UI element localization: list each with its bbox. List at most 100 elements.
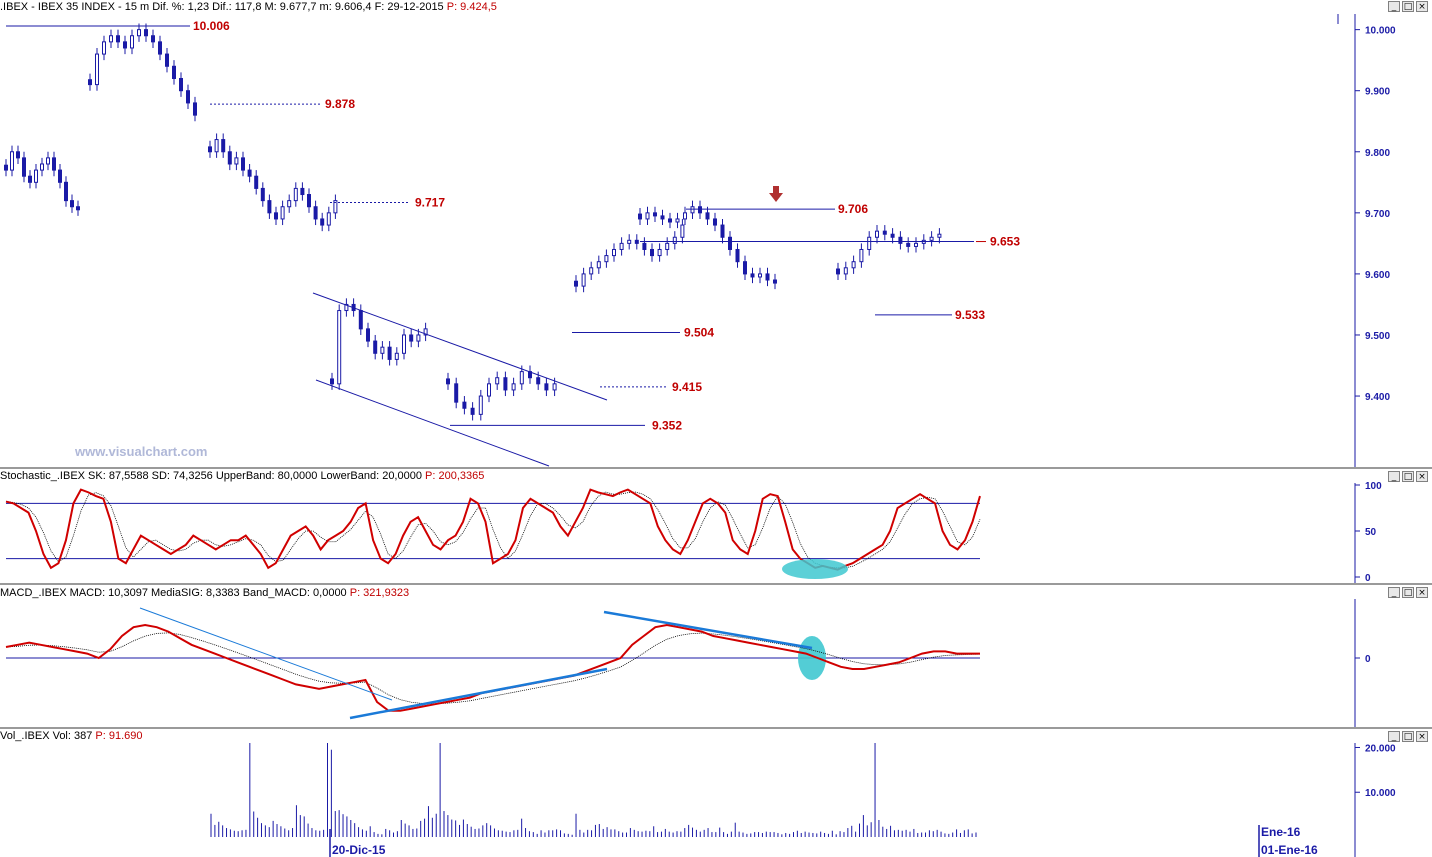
candle-body	[478, 395, 483, 415]
candle-body	[58, 169, 62, 183]
volume-chart[interactable]: 20.000 10.000 20-Dic-15 Ene-16 01-Ene-16	[0, 729, 1432, 857]
candle-body	[109, 35, 113, 43]
minimize-button[interactable]: _	[1388, 1, 1400, 12]
level-label: 9.878	[325, 97, 355, 111]
candle-body	[867, 236, 872, 250]
candle-body	[645, 212, 650, 220]
y-tick-label: 9.900	[1365, 87, 1390, 98]
level-label: 10.006	[193, 19, 230, 33]
level-label: 9.653	[990, 235, 1020, 249]
candle-body	[409, 334, 414, 342]
candle-body	[366, 328, 370, 342]
pane-separator[interactable]	[0, 467, 1432, 469]
level-label: 9.717	[415, 195, 445, 209]
stochastic-header: Stochastic_.IBEX SK: 87,5588 SD: 74,3256…	[0, 469, 485, 483]
candle-body	[660, 215, 665, 220]
candle-body	[158, 41, 162, 55]
stochastic-header-text: Stochastic_.IBEX SK: 87,5588 SD: 74,3256…	[0, 470, 426, 482]
x-tick-label: 20-Dic-15	[332, 843, 386, 857]
candle-body	[487, 383, 491, 397]
close-button[interactable]: ×	[1416, 1, 1428, 12]
candle-body	[657, 248, 662, 257]
trendline-support	[349, 667, 608, 720]
y-tick-label: 9.500	[1365, 331, 1390, 342]
candle-body	[604, 255, 609, 263]
y-tick-label: 10.000	[1365, 26, 1396, 37]
candle-body	[34, 169, 38, 183]
volume-pane: Vol_.IBEX Vol: 387 P: 91.690 _ □ × 20.00…	[0, 729, 1432, 857]
candle-body	[280, 206, 285, 220]
macd-line	[5, 623, 980, 712]
candle-body	[307, 194, 311, 208]
candle-body	[326, 212, 331, 226]
macd-chart[interactable]: 0	[0, 585, 1432, 728]
candle-body	[16, 151, 20, 159]
candle-body	[462, 401, 467, 409]
candle-body	[705, 212, 710, 220]
candle-body	[470, 407, 475, 415]
price-chart[interactable]: 10.000 9.900 9.800 9.700 9.600 9.500 9.400 10.0…	[0, 0, 1432, 468]
close-button[interactable]: ×	[1416, 731, 1428, 742]
close-button[interactable]: ×	[1416, 587, 1428, 598]
candle-body	[293, 187, 298, 202]
x-marker-label: Ene-16	[1261, 825, 1301, 839]
candle-body	[544, 383, 549, 391]
candle-body	[836, 268, 840, 275]
macd-pane: MACD_.IBEX MACD: 10,3097 MediaSIG: 8,338…	[0, 585, 1432, 728]
y-tick-label: 9.400	[1365, 392, 1390, 403]
price-header-last: P: 9.424,5	[446, 1, 497, 13]
signal-line	[5, 632, 981, 705]
down-arrow-icon	[769, 186, 783, 202]
x-tick-label: 01-Ene-16	[1261, 843, 1318, 857]
stochastic-chart[interactable]: 100 50 0	[0, 469, 1432, 584]
candle-body	[511, 383, 516, 391]
candle-body	[937, 233, 942, 238]
highlight-ellipse	[782, 559, 848, 579]
candle-body	[851, 261, 856, 269]
volume-header: Vol_.IBEX Vol: 387 P: 91.690	[0, 729, 143, 743]
candle-body	[95, 53, 99, 86]
candle-body	[642, 242, 647, 250]
candle-body	[728, 236, 732, 250]
candle-body	[665, 242, 670, 250]
y-tick-label: 0	[1365, 654, 1371, 665]
y-tick-label: 50	[1365, 527, 1377, 538]
candle-body	[402, 334, 406, 354]
trendline-thin	[139, 607, 393, 701]
candle-body	[890, 233, 895, 238]
candle-body	[758, 273, 762, 278]
candle-body	[843, 267, 848, 275]
maximize-button[interactable]: □	[1402, 1, 1414, 12]
y-tick-label: 20.000	[1365, 743, 1396, 754]
stochastic-header-last: P: 200,3365	[425, 470, 485, 482]
candle-body	[914, 242, 918, 247]
maximize-button[interactable]: □	[1402, 587, 1414, 598]
maximize-button[interactable]: □	[1402, 471, 1414, 482]
candle-body	[186, 90, 190, 104]
candle-body	[906, 242, 911, 247]
candle-body	[394, 352, 399, 360]
close-button[interactable]: ×	[1416, 471, 1428, 482]
candle-body	[254, 175, 259, 189]
minimize-button[interactable]: _	[1388, 731, 1400, 742]
candle-body	[503, 377, 508, 391]
volume-header-text: Vol_.IBEX Vol: 387	[0, 730, 96, 742]
candle-body	[287, 200, 292, 208]
candle-body	[247, 169, 252, 177]
candle-body	[40, 163, 44, 171]
minimize-button[interactable]: _	[1388, 471, 1400, 482]
candle-body	[151, 35, 155, 43]
candle-body	[165, 53, 169, 67]
candle-body	[320, 218, 325, 226]
maximize-button[interactable]: □	[1402, 731, 1414, 742]
pane-separator[interactable]	[0, 727, 1432, 729]
candle-body	[675, 218, 680, 223]
candle-body	[387, 346, 392, 360]
candle-body	[672, 236, 677, 244]
candle-body	[627, 239, 632, 244]
candle-body	[10, 151, 14, 171]
minimize-button[interactable]: _	[1388, 587, 1400, 598]
pane-separator[interactable]	[0, 583, 1432, 585]
candle-body	[698, 206, 702, 214]
candle-body	[650, 248, 654, 257]
